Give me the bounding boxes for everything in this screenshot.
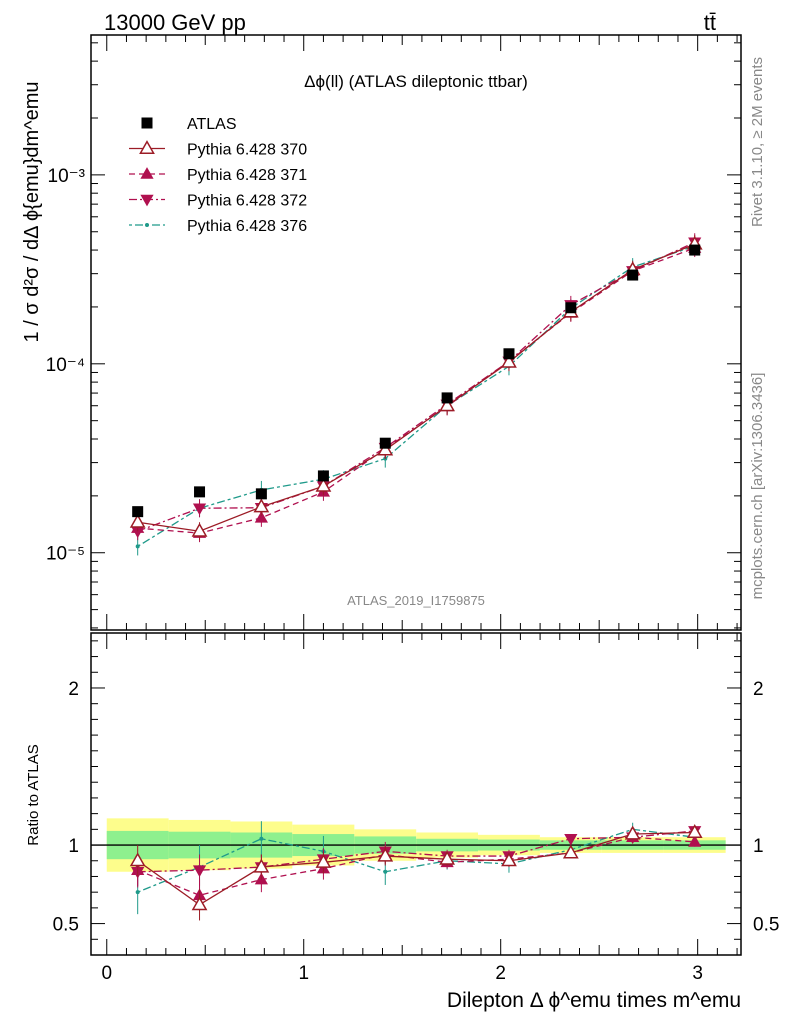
ratio-series	[129, 821, 703, 921]
main-series-3	[131, 233, 702, 541]
ratio-series-line	[137, 828, 695, 893]
ratio-x-tick-label: 2	[495, 963, 506, 984]
ratio-y-tick-label: 0.5	[53, 915, 79, 936]
legend-label: Pythia 6.428 372	[187, 193, 307, 210]
mcplots-label: mcplots.cern.ch [arXiv:1306.3436]	[749, 373, 766, 600]
ratio-data-point	[686, 824, 703, 839]
main-data-point	[315, 477, 332, 492]
ratio-data-point	[315, 853, 332, 868]
main-y-tick-label: 10⁻³	[48, 166, 86, 187]
ratio-series-line	[137, 831, 695, 906]
ratio-data-point	[501, 852, 517, 867]
ratio-data-point	[688, 835, 702, 847]
ratio-series-0	[129, 824, 703, 921]
main-data-point	[191, 522, 208, 537]
main-y-tick-label: 10⁻⁵	[46, 544, 85, 565]
main-data-point	[379, 437, 391, 449]
watermark: ATLAS_2019_I1759875	[347, 593, 485, 608]
ratio-data-point	[191, 896, 208, 911]
main-x-ticks	[106, 35, 738, 630]
main-series-line	[137, 243, 695, 532]
legend-label: Pythia 6.428 371	[187, 167, 307, 184]
header-right: tt̄	[704, 10, 716, 35]
main-series-0	[132, 244, 701, 518]
main-y-label: 1 / σ d²σ / dΔ ϕ{emu}dm^emu	[21, 82, 43, 343]
main-data-point	[627, 269, 639, 281]
main-data-point	[503, 348, 515, 360]
ratio-panel: 0.5 0.5 1 1 2 2 0 1 2 3 Ratio to ATLAS Dilepton …	[25, 632, 779, 1012]
ratio-data-point	[377, 847, 394, 862]
main-series-line	[137, 241, 695, 532]
ratio-data-point	[562, 844, 579, 859]
chart-title: Δϕ(ll) (ATLAS dileptonic ttbar)	[304, 72, 528, 91]
ratio-y-label: Ratio to ATLAS	[25, 744, 42, 845]
ratio-data-point	[439, 850, 456, 865]
header-left: 13000 GeV pp	[104, 10, 246, 35]
ratio-x-tick-label: 3	[692, 963, 703, 984]
main-series-line	[137, 245, 695, 547]
ratio-data-point	[253, 858, 270, 873]
ratio-data-point	[564, 833, 578, 846]
ratio-y-ticks: 0.5 0.5 1 1 2 2	[53, 640, 779, 940]
ratio-frame	[90, 632, 742, 956]
ratio-data-point	[129, 852, 146, 867]
main-series-line	[137, 247, 695, 534]
main-data-point	[255, 488, 267, 500]
main-data-point	[135, 544, 140, 549]
main-data-point	[439, 397, 456, 412]
main-data-point	[501, 353, 517, 368]
main-data-point	[129, 513, 146, 528]
ratio-data-point	[259, 836, 264, 841]
main-data-point	[441, 392, 453, 404]
main-y-tick-label: 10⁻⁴	[46, 355, 85, 376]
ratio-data-point	[624, 825, 641, 840]
main-series-1	[129, 235, 703, 541]
ratio-y-tick-label-right: 2	[753, 679, 764, 700]
main-data-point	[254, 510, 268, 523]
ratio-y-tick-label: 2	[68, 679, 79, 700]
legend-label: Pythia 6.428 376	[187, 218, 307, 235]
legend-marker	[139, 140, 155, 155]
ratio-y-tick-label-right: 0.5	[753, 915, 779, 936]
main-data-point	[192, 503, 207, 516]
legend-marker	[140, 194, 154, 207]
main-data-point	[317, 470, 329, 482]
ratio-series-line	[137, 836, 695, 896]
main-panel: 10⁻⁵ 10⁻⁴ 10⁻³ Δϕ(ll) (ATLAS dileptonic tt…	[21, 34, 742, 631]
main-series	[129, 233, 703, 556]
ratio-series-line	[137, 830, 695, 873]
x-axis-label: Dilepton Δ ϕ^emu times m^emu	[447, 989, 741, 1012]
ratio-x-tick-label: 0	[101, 963, 112, 984]
main-data-point	[565, 302, 577, 314]
main-data-point	[253, 498, 270, 513]
ratio-data-point	[383, 869, 388, 874]
legend-marker	[145, 223, 149, 227]
legend-marker	[141, 117, 153, 129]
rivet-label: Rivet 3.1.10, ≥ 2M events	[749, 57, 766, 227]
legend-marker	[140, 167, 154, 179]
legend-label: Pythia 6.428 370	[187, 142, 307, 159]
ratio-y-tick-label-right: 1	[753, 836, 764, 857]
main-series-2	[131, 239, 702, 543]
ratio-x-tick-label: 1	[298, 963, 309, 984]
main-frame	[90, 34, 742, 631]
main-data-point	[377, 441, 394, 456]
ratio-x-ticks: 0 1 2 3	[101, 633, 738, 984]
ratio-y-tick-label: 1	[68, 836, 79, 857]
main-data-point	[132, 506, 144, 518]
ratio-data-point	[192, 865, 207, 878]
legend-label: ATLAS	[187, 116, 237, 133]
main-y-ticks: 10⁻⁵ 10⁻⁴ 10⁻³	[46, 42, 741, 629]
main-data-point	[689, 244, 701, 256]
legend: ATLAS Pythia 6.428 370 Pythia 6.428 371 Pyt…	[129, 116, 307, 235]
ratio-data-point	[135, 890, 140, 895]
main-data-point	[194, 486, 206, 498]
